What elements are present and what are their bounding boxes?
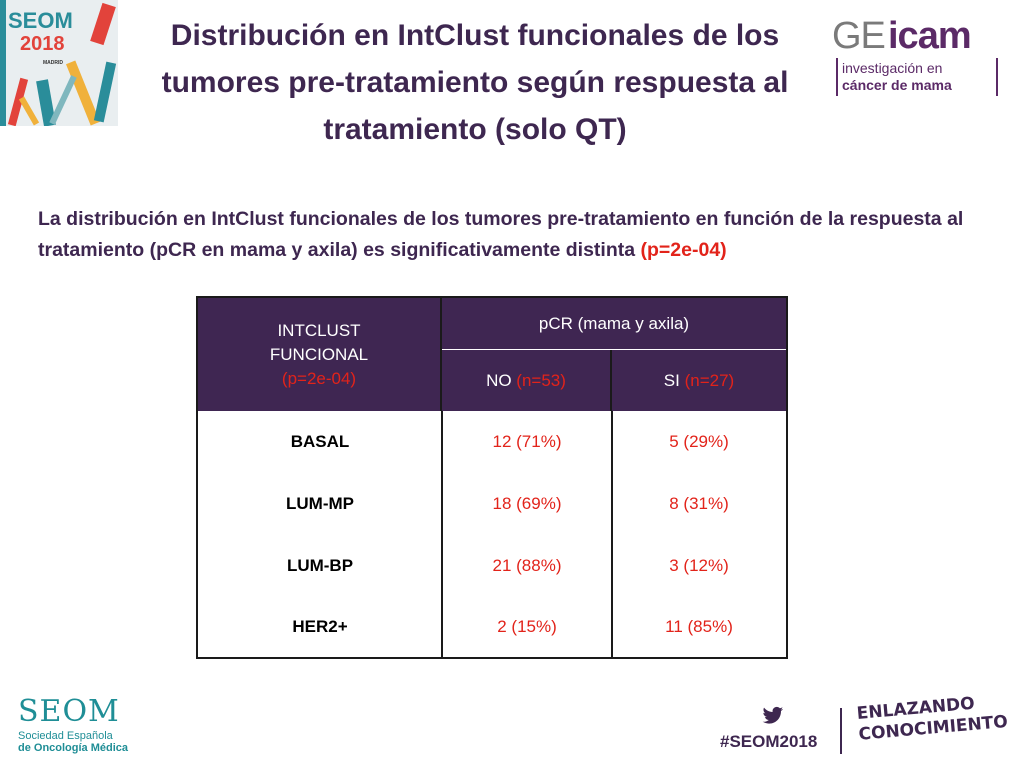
slide-title: Distribución en IntClust funcionales de … [161,19,789,146]
geicam-logo-ge: GE [832,15,886,57]
cell-lum-mp-si: 8 (31%) [669,494,729,513]
hashtag-text: #SEOM2018 [720,732,818,751]
row-label-lum-mp: LUM-MP [286,494,354,513]
seom-logo-year: 2018 [20,33,65,55]
cell-basal-no: 12 (71%) [492,432,562,451]
header-si-label: SI [663,370,680,390]
geicam-logo-bar [836,58,838,96]
row-label-her2: HER2+ [292,617,348,636]
header-intclust-line2: FUNCIONAL [269,344,369,364]
seom-footer-title: SEOM [18,694,120,729]
geicam-logo-icam: icam [888,15,972,57]
cell-lum-mp-no: 18 (69%) [492,494,562,513]
summary-pvalue: (p=2e-04) [640,239,727,261]
geicam-logo: GE icam investigación en cáncer de mama [832,14,1012,98]
cell-lum-bp-si: 3 (12%) [669,556,729,575]
summary-text: La distribución en IntClust funcionales … [38,208,964,261]
twitter-icon [762,706,784,724]
header-no-count: (n=53) [516,370,566,390]
header-intclust-pvalue: (p=2e-04) [281,368,357,388]
header-si-count: (n=27) [684,370,735,390]
header-no: NO (n=53) [442,350,612,411]
seom-footer-logo: SEOM Sociedad Española de Oncología Médi… [18,696,128,758]
header-no-label: NO [486,370,512,390]
header-pcr-group: pCR (mama y axila) [442,298,786,350]
cell-lum-bp-no: 21 (88%) [492,556,562,575]
geicam-logo-tagline-1: investigación en [842,60,943,76]
row-label-basal: BASAL [290,432,350,451]
seom-logo-brand: SEOM [8,8,73,33]
footer-divider [840,708,842,754]
geicam-logo-tagline-2: cáncer de mama [842,77,952,93]
cell-her2-no: 2 (15%) [497,617,557,636]
intclust-table: INTCLUST FUNCIONAL (p=2e-04) pCR (mama y… [196,296,788,659]
slogan: ENLAZANDO CONOCIMIENTO [856,690,1019,746]
seom-logo-city: MADRID [43,60,63,66]
cell-her2-si: 11 (85%) [665,617,733,636]
header-intclust-line1: INTCLUST [277,320,361,340]
column-divider-2 [611,411,613,657]
column-divider-1 [441,411,443,657]
summary-paragraph: La distribución en IntClust funcionales … [38,204,988,266]
seom-footer-line1: Sociedad Española [18,730,113,742]
header-intclust: INTCLUST FUNCIONAL (p=2e-04) [198,298,442,411]
seom-2018-logo: SEOM 2018 MADRID [0,0,118,126]
header-si: SI (n=27) [612,350,786,411]
geicam-logo-bar-right [996,58,998,96]
cell-basal-si: 5 (29%) [669,432,729,451]
seom-footer-line2: de Oncología Médica [18,742,129,754]
row-label-lum-bp: LUM-BP [286,556,354,575]
